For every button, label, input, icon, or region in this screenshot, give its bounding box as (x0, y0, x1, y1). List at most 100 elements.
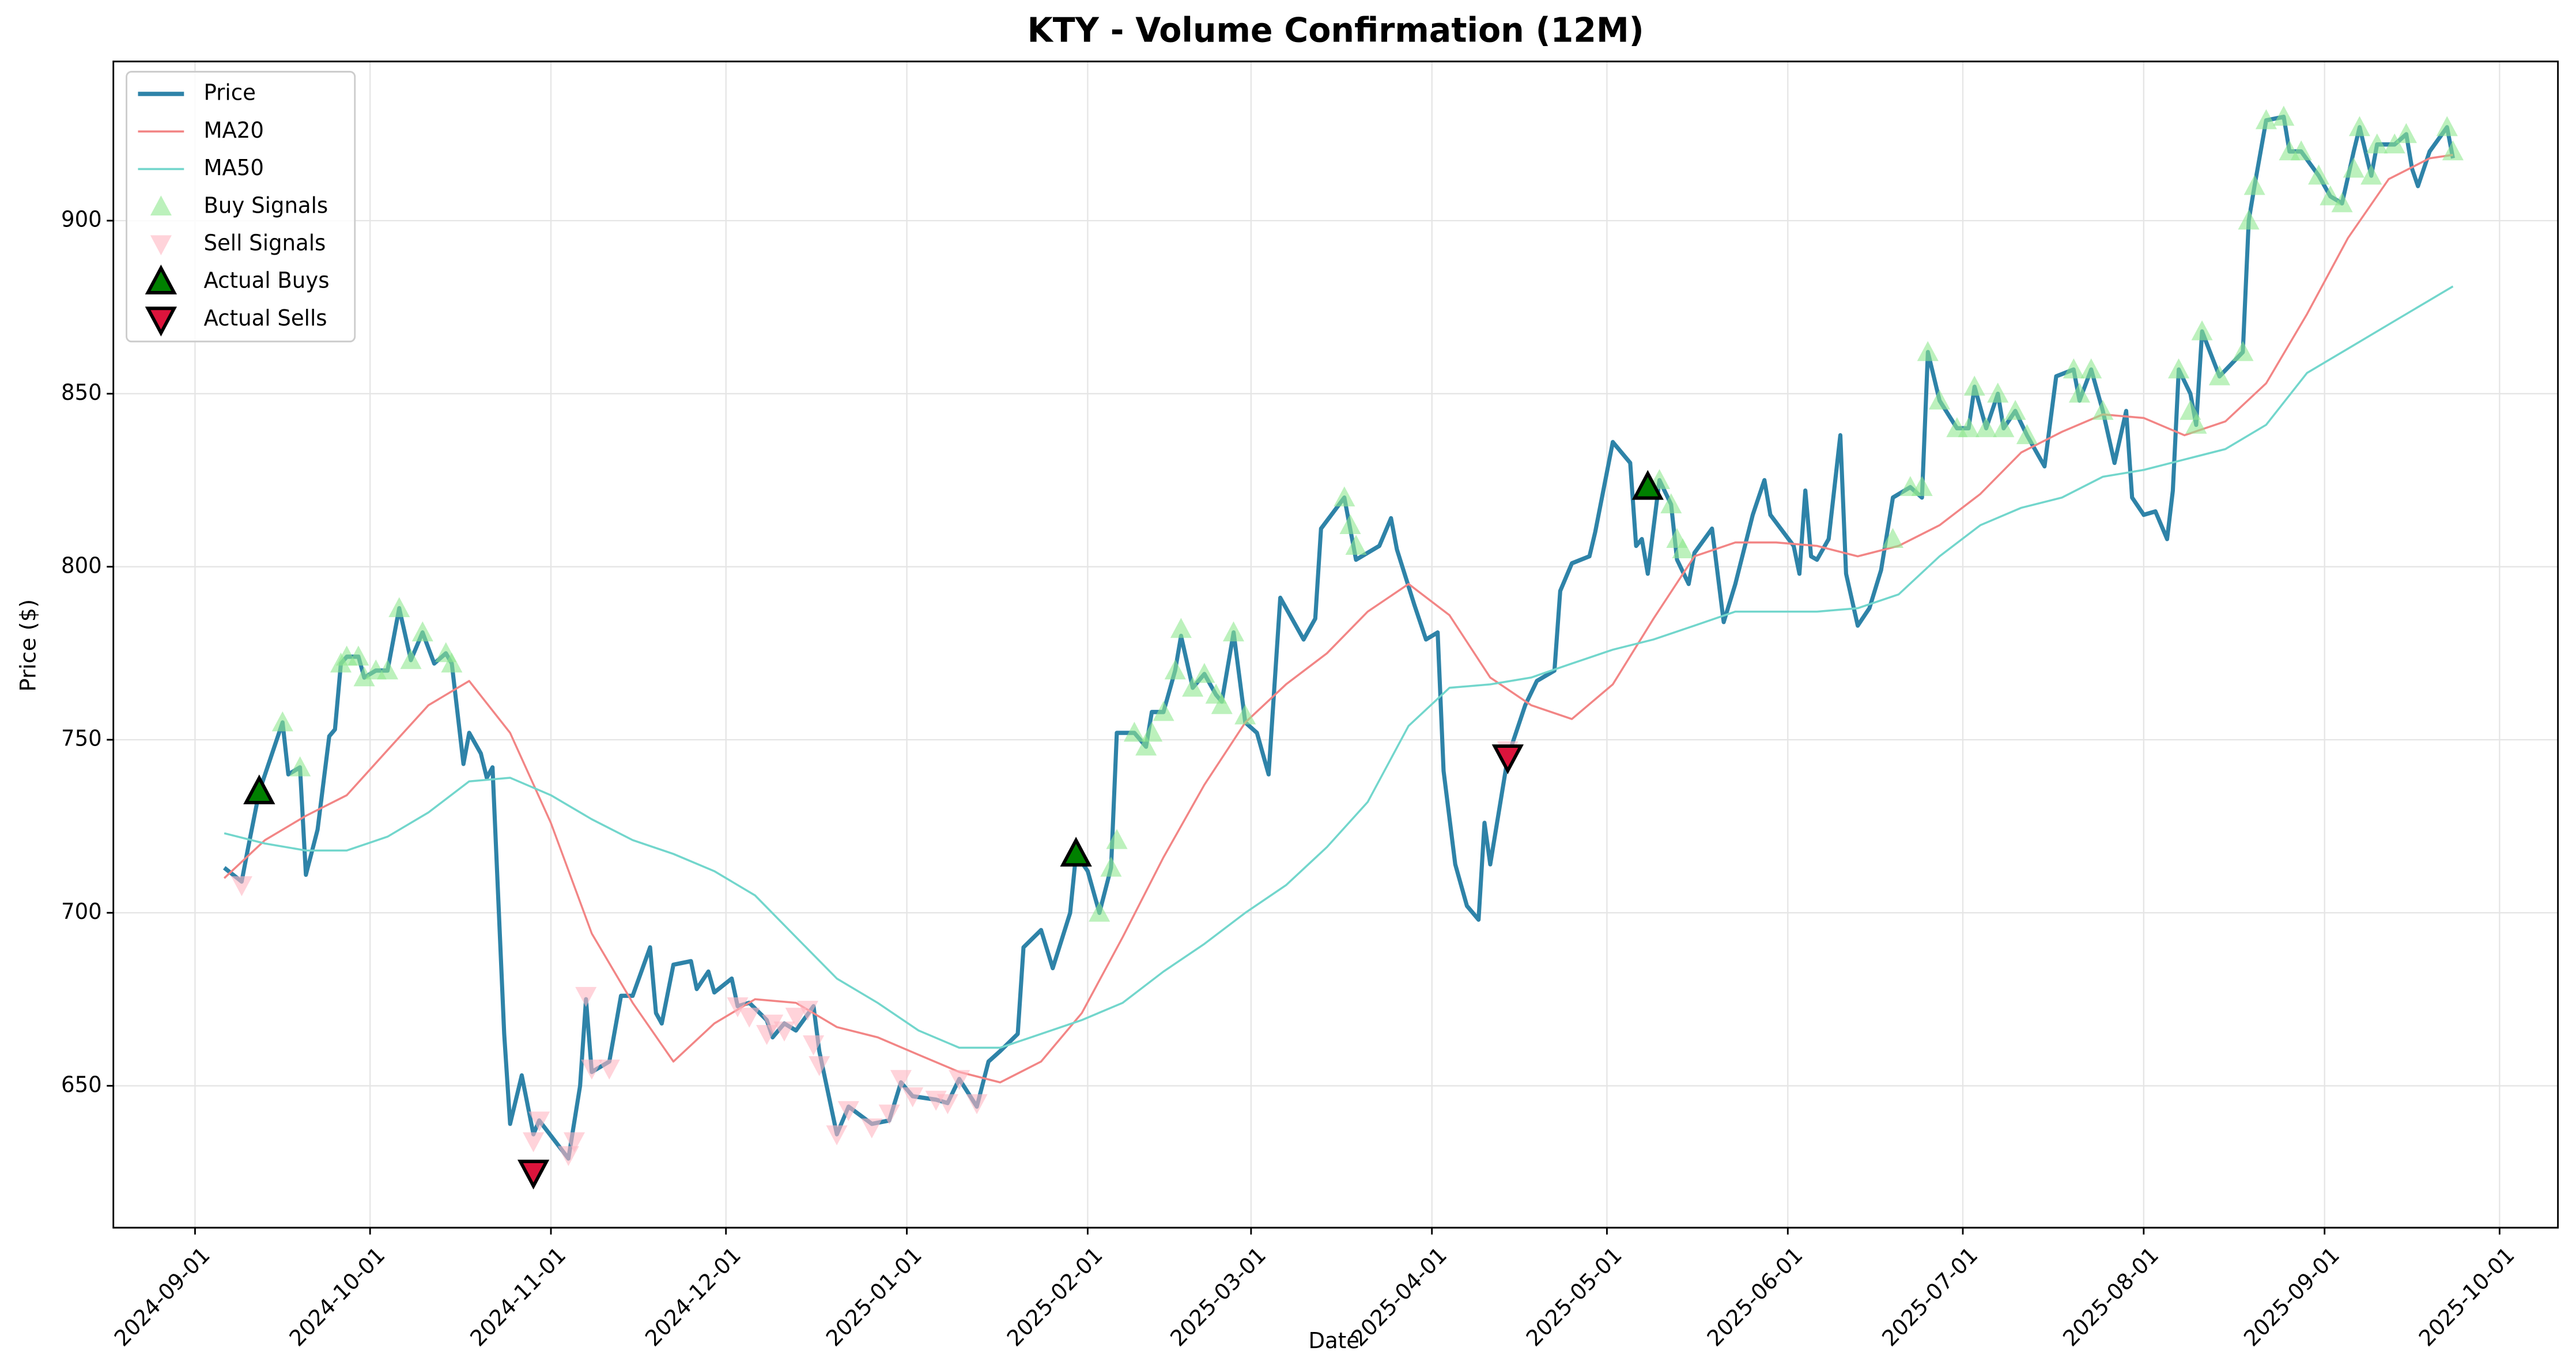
legend-swatch (145, 264, 177, 294)
price-line (224, 285, 2454, 1049)
signal-marker (936, 1094, 958, 1114)
signal-marker (1672, 538, 1694, 559)
plot-frame (112, 60, 2559, 1229)
signal-marker (2185, 414, 2207, 434)
signal-marker (1993, 417, 2015, 437)
signal-marker (528, 1111, 550, 1132)
signal-marker (1963, 376, 1985, 396)
legend-swatch (150, 235, 172, 256)
signal-marker (773, 1021, 795, 1042)
signal-marker (861, 1118, 883, 1139)
signal-marker (2168, 358, 2190, 379)
signal-marker (1928, 389, 1951, 410)
signal-marker (1882, 528, 1904, 548)
signal-marker (1339, 514, 1361, 534)
signal-marker (2092, 400, 2114, 420)
signal-marker (353, 666, 375, 687)
x-axis-label: Date (1309, 1328, 1360, 1354)
signal-marker (2068, 383, 2091, 403)
signal-marker (966, 1094, 988, 1114)
signal-marker (837, 1101, 859, 1121)
signal-marker (902, 1087, 924, 1107)
legend-label: Price (203, 80, 255, 105)
signal-marker (1141, 721, 1163, 742)
legend-label: Actual Sells (203, 305, 327, 331)
signal-marker (1106, 828, 1128, 849)
y-tick-label: 750 (61, 725, 102, 751)
y-tick-label: 700 (61, 898, 102, 924)
signal-marker (803, 1035, 825, 1055)
signal-marker (2273, 105, 2295, 126)
signal-marker (2191, 320, 2213, 340)
signal-marker (2366, 133, 2388, 154)
y-tick-label: 650 (61, 1072, 102, 1098)
signal-marker (388, 597, 410, 618)
signal-marker (1123, 721, 1145, 742)
signal-marker (2238, 209, 2260, 230)
legend-label: Actual Buys (203, 267, 329, 293)
signal-marker (890, 1070, 912, 1090)
signal-marker (2320, 185, 2341, 206)
signal-marker (271, 711, 293, 732)
signal-marker (243, 774, 275, 805)
signal-marker (1100, 856, 1122, 877)
legend-label: MA20 (203, 117, 263, 143)
signal-marker (563, 1132, 586, 1153)
chart-title: KTY - Volume Confirmation (12M) (1028, 10, 1644, 50)
signal-marker (411, 621, 433, 642)
signal-marker (1211, 694, 1233, 714)
signal-marker (2232, 340, 2254, 361)
signal-marker (1164, 659, 1186, 680)
y-tick-label: 850 (61, 379, 102, 405)
signal-marker (2442, 140, 2464, 161)
signal-marker (727, 997, 749, 1017)
legend-box (126, 70, 356, 343)
grid (113, 61, 2558, 1228)
legend-swatch (150, 195, 172, 216)
legend-swatch (145, 307, 177, 337)
signal-marker (1345, 535, 1367, 555)
signal-marker (400, 649, 422, 669)
signal-marker (289, 756, 311, 777)
signal-marker (376, 659, 399, 680)
signal-marker (1491, 744, 1524, 774)
signal-marker (1222, 621, 1245, 642)
signal-marker (1631, 470, 1664, 500)
signal-marker (796, 1001, 818, 1021)
signal-marker (575, 987, 597, 1007)
signal-marker (1911, 476, 1933, 496)
signal-marker (2436, 116, 2458, 137)
signal-marker (348, 645, 369, 666)
signal-marker (1153, 701, 1174, 721)
legend-label: Buy Signals (203, 192, 328, 218)
signal-marker (1182, 676, 1204, 697)
signal-marker (762, 1015, 784, 1035)
signal-marker (2360, 164, 2382, 185)
legend-label: Sell Signals (203, 230, 326, 256)
signal-marker (1135, 735, 1157, 756)
signal-marker (785, 1008, 807, 1028)
signal-marker (1089, 902, 1111, 922)
signal-marker (2308, 164, 2330, 185)
signal-marker (1975, 417, 1997, 437)
signal-marker (1660, 493, 1682, 513)
signal-marker (2331, 192, 2353, 213)
y-axis-label: Price ($) (16, 599, 40, 692)
signal-marker (581, 1059, 603, 1080)
signal-marker (2004, 400, 2026, 420)
signal-marker (1234, 704, 1256, 725)
signal-marker (826, 1125, 848, 1146)
signal-marker (878, 1104, 900, 1125)
legend-label: MA50 (203, 154, 263, 180)
signal-marker (1987, 383, 2009, 403)
signal-marker (517, 1159, 550, 1190)
signal-marker (2016, 424, 2038, 444)
signal-marker (523, 1132, 545, 1153)
signal-marker (2290, 140, 2312, 161)
signal-marker (2080, 358, 2102, 379)
legend: Price MA20 MA50 Buy Signals Sell Signals Actu… (126, 70, 356, 343)
signal-marker (1193, 663, 1215, 683)
signal-marker (441, 652, 463, 673)
signal-marker (2255, 109, 2277, 130)
